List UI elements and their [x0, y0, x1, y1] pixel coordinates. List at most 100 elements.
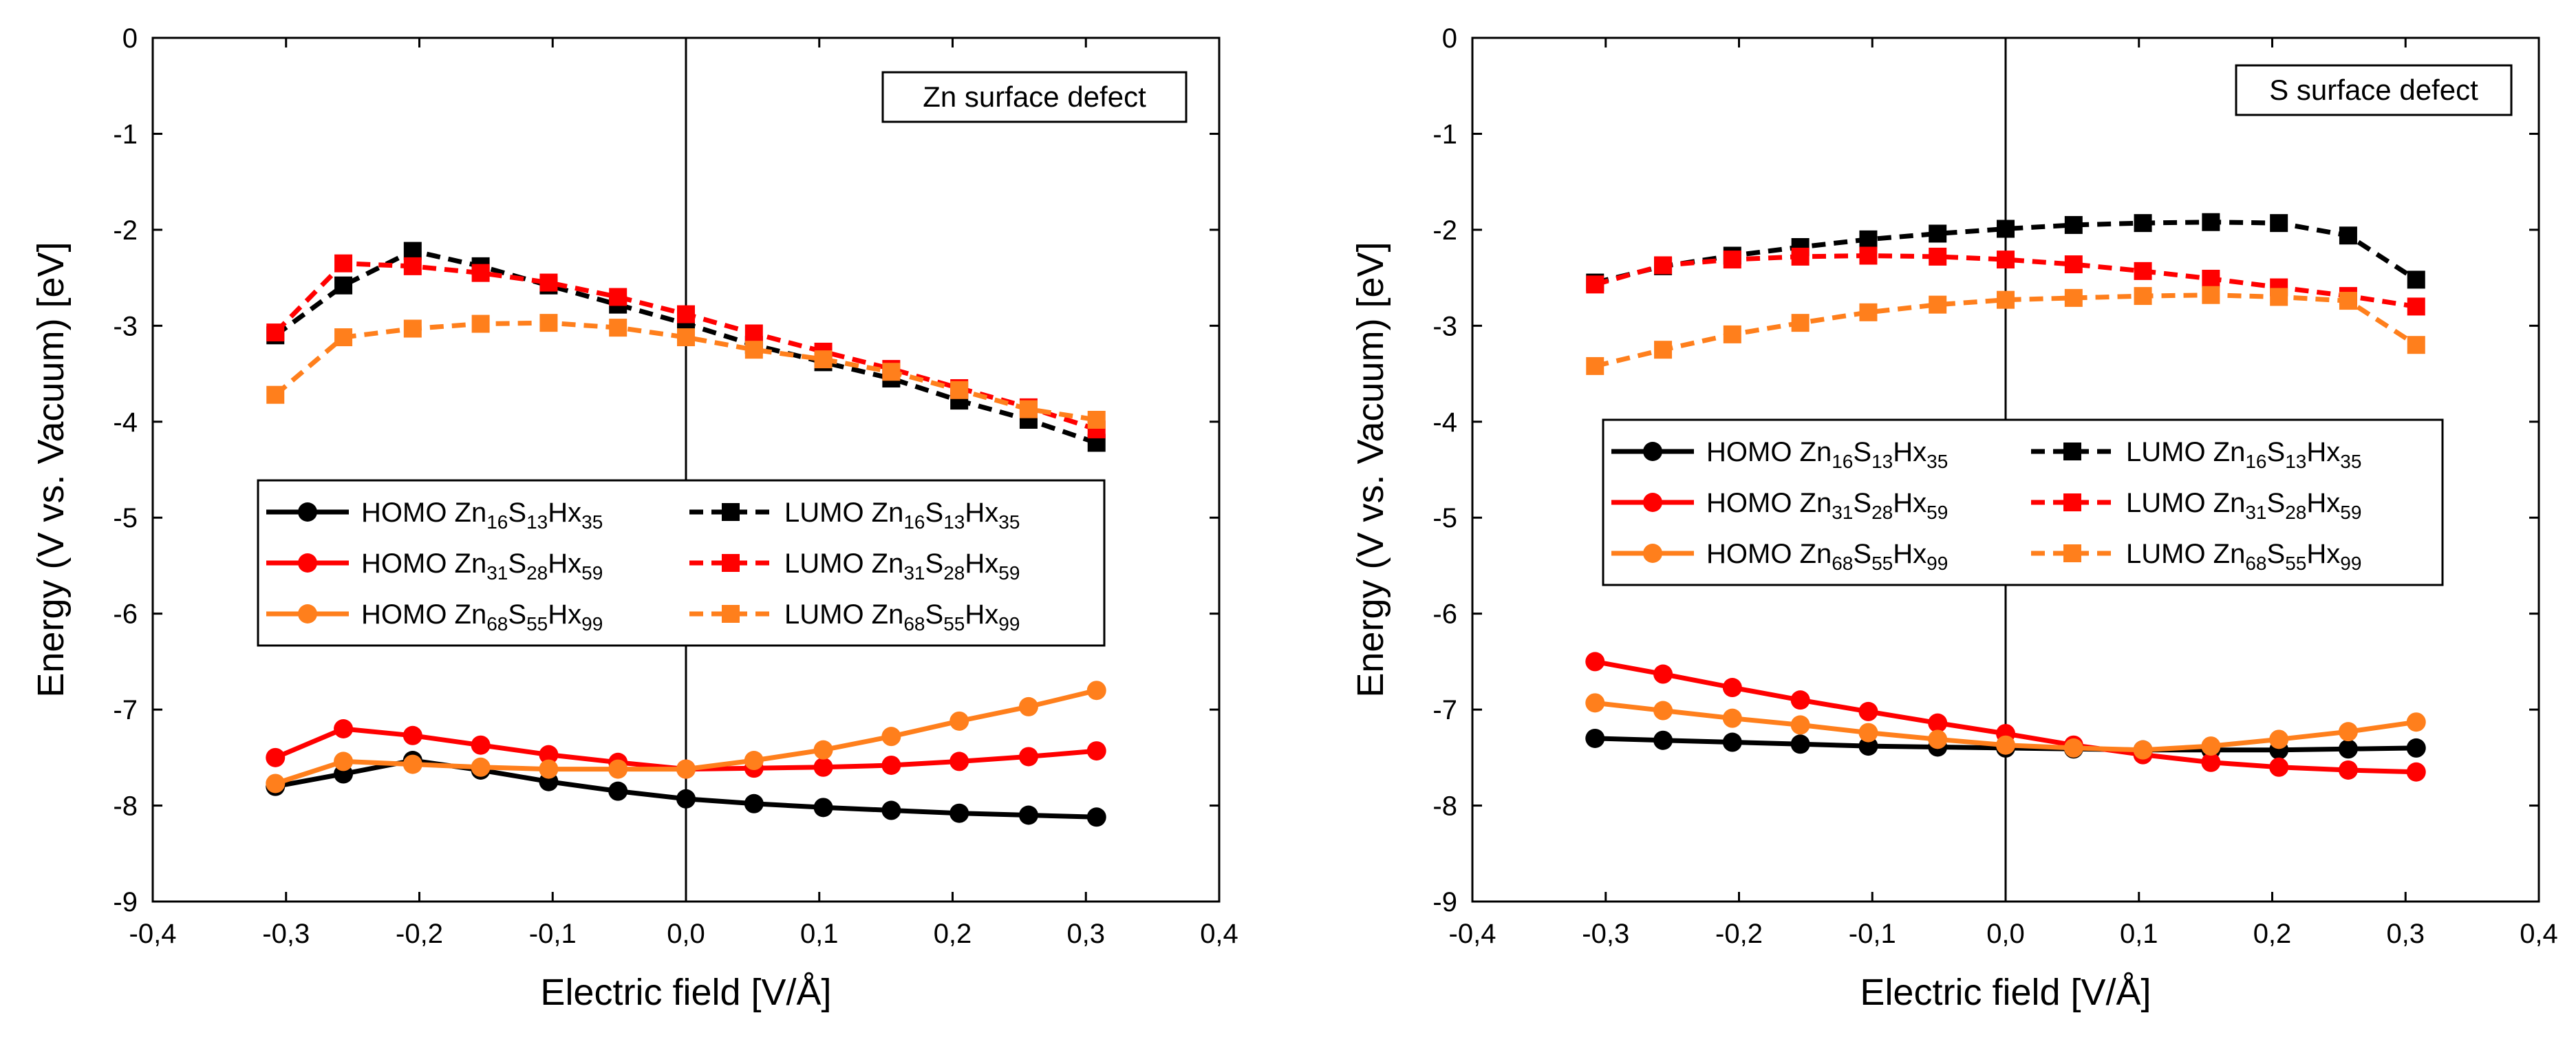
legend-swatch-marker: [722, 503, 740, 521]
y-tick-label: -8: [113, 791, 138, 822]
data-point: [609, 288, 627, 306]
data-point: [1929, 295, 1947, 314]
data-point: [1858, 736, 1878, 756]
legend-label-text: S: [1853, 539, 1871, 569]
series-4: [1586, 246, 2425, 316]
legend-label-text: Hx: [1893, 488, 1926, 518]
x-tick-label: 0,0: [1986, 919, 2025, 949]
legend-swatch-marker: [2063, 443, 2081, 460]
data-point: [2202, 270, 2220, 288]
data-point: [403, 319, 422, 338]
data-point: [334, 719, 354, 738]
data-point: [2407, 297, 2425, 316]
legend-entry-1: HOMO Zn16S13Hx35: [266, 498, 603, 533]
data-point: [813, 798, 833, 818]
legend-label-subscript: 31: [903, 562, 925, 584]
data-point: [2339, 226, 2357, 245]
legend-label-subscript: 68: [1832, 553, 1853, 574]
data-point: [676, 789, 696, 809]
data-point: [539, 745, 559, 765]
panel-label: S surface defect: [2269, 74, 2478, 106]
legend-label-text: S: [1853, 437, 1871, 467]
legend-box: [257, 479, 1106, 647]
legend-swatch-marker: [2063, 544, 2081, 562]
data-point: [1929, 224, 1947, 243]
legend-label: LUMO Zn16S13Hx35: [2126, 437, 2361, 472]
data-point: [266, 747, 286, 767]
data-point: [402, 754, 422, 774]
legend-swatch-marker: [1643, 493, 1662, 512]
y-tick-label: -9: [113, 887, 138, 917]
data-point: [1997, 220, 2015, 238]
legend-label-text: HOMO Zn: [1706, 488, 1832, 518]
x-tick-label: -0,1: [529, 919, 577, 949]
y-tick-label: -7: [1432, 695, 1457, 725]
legend-label-subscript: 35: [2340, 451, 2361, 472]
x-tick-label: 0,2: [934, 919, 972, 949]
legend-label-subscript: 68: [903, 613, 925, 635]
x-axis-label: Electric field [V/Å]: [540, 972, 831, 1013]
legend-label-text: LUMO Zn: [784, 548, 903, 579]
legend-label-subscript: 31: [486, 562, 508, 584]
data-point: [1653, 701, 1673, 721]
legend-label-subscript: 68: [2245, 553, 2266, 574]
series-6: [266, 314, 1106, 429]
data-point: [2134, 214, 2152, 233]
data-point: [1929, 247, 1947, 266]
data-point: [1790, 734, 1810, 754]
data-point: [266, 774, 286, 793]
data-point: [608, 781, 628, 801]
legend-label-subscript: 59: [1926, 502, 1948, 523]
x-tick-label: 0,4: [2520, 919, 2558, 949]
data-point: [2202, 213, 2220, 231]
data-point: [881, 755, 901, 775]
legend-label-subscript: 59: [581, 562, 603, 584]
data-point: [1585, 652, 1605, 672]
legend-swatch-marker: [2063, 493, 2081, 511]
legend-swatch-marker: [298, 604, 317, 624]
legend-entry-2: LUMO Zn16S13Hx35: [689, 498, 1020, 533]
x-tick-label: 0,2: [2253, 919, 2292, 949]
data-point: [1790, 715, 1810, 735]
data-point: [744, 324, 763, 343]
legend-label-text: S: [2267, 437, 2286, 467]
legend-label-text: HOMO Zn: [1706, 539, 1832, 569]
data-point: [471, 315, 490, 333]
data-point: [2270, 288, 2288, 306]
legend-label-text: S: [925, 599, 944, 630]
legend-swatch-marker: [1643, 544, 1662, 563]
legend-entry-4: LUMO Zn31S28Hx59: [2031, 488, 2361, 523]
data-point: [402, 725, 422, 745]
data-point: [1791, 247, 1810, 266]
legend-label-subscript: 55: [2285, 553, 2306, 574]
legend-label-text: Hx: [965, 548, 998, 579]
data-point: [1586, 356, 1604, 375]
legend-swatch-marker: [298, 553, 317, 573]
data-point: [1086, 681, 1106, 701]
legend-label-subscript: 31: [1832, 502, 1853, 523]
data-point: [1086, 807, 1106, 827]
legend-label-text: Hx: [548, 599, 581, 630]
data-point: [1722, 732, 1742, 752]
panel-label: Zn surface defect: [923, 81, 1146, 113]
legend-label-subscript: 59: [998, 562, 1020, 584]
legend-label-subscript: 55: [1871, 553, 1893, 574]
x-tick-label: -0,2: [396, 919, 443, 949]
data-point: [2269, 757, 2289, 777]
x-tick-label: 0,4: [1200, 919, 1238, 949]
data-point: [1585, 728, 1605, 748]
x-tick-label: -0,1: [1849, 919, 1896, 949]
x-tick-label: 0,1: [2120, 919, 2158, 949]
data-point: [1654, 256, 1673, 275]
data-point: [2407, 336, 2425, 354]
data-point: [471, 264, 490, 282]
data-point: [2134, 262, 2152, 280]
data-point: [881, 800, 901, 820]
legend-label-text: LUMO Zn: [2126, 539, 2245, 569]
legend-label: LUMO Zn16S13Hx35: [784, 498, 1020, 533]
data-point: [677, 328, 695, 347]
x-tick-label: 0,0: [667, 919, 705, 949]
data-point: [1997, 251, 2015, 269]
